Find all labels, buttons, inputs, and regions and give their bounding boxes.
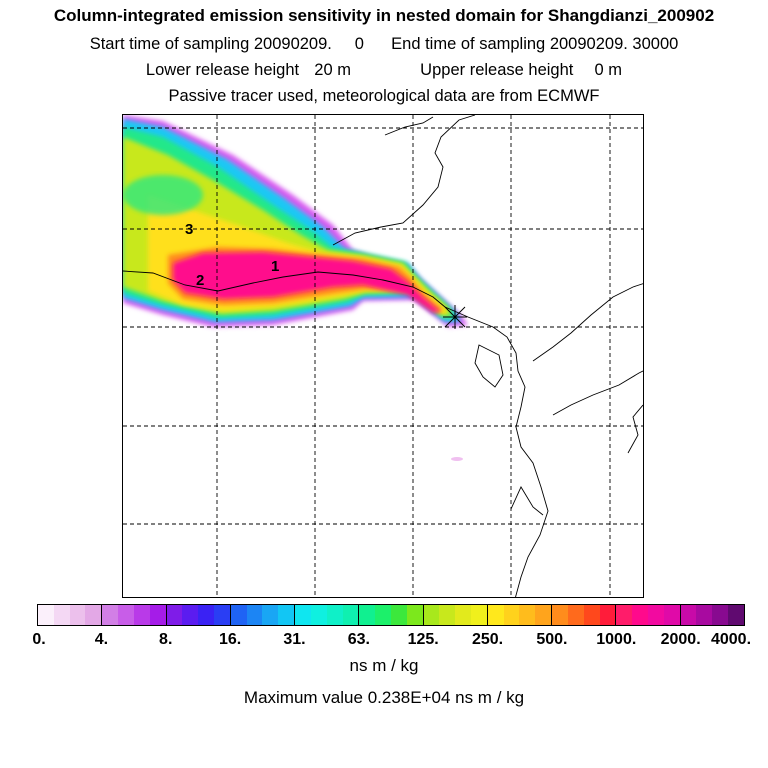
colorbar-bin bbox=[101, 605, 166, 625]
colorbar-tick-label: 500. bbox=[536, 631, 568, 648]
colorbar-swatch bbox=[632, 605, 649, 625]
contour-label-3: 3 bbox=[185, 221, 193, 238]
colorbar-bin bbox=[615, 605, 680, 625]
colorbar-swatch bbox=[712, 605, 729, 625]
colorbar-bin bbox=[679, 605, 744, 625]
colorbar-bin bbox=[294, 605, 359, 625]
colorbar-swatch bbox=[53, 605, 70, 625]
colorbar-bin bbox=[358, 605, 423, 625]
sensitivity-map: 1 2 3 bbox=[122, 114, 644, 598]
colorbar-swatch bbox=[535, 605, 552, 625]
colorbar-swatch bbox=[359, 605, 376, 625]
colorbar-tick-label: 4. bbox=[94, 631, 109, 648]
colorbar-swatch bbox=[246, 605, 263, 625]
contour-label-2: 2 bbox=[196, 272, 204, 289]
contour-label-1: 1 bbox=[271, 258, 279, 275]
start-time-label: Start time of sampling bbox=[89, 35, 250, 53]
colorbar-swatch bbox=[182, 605, 199, 625]
colorbar-swatch bbox=[326, 605, 343, 625]
colorbar-bin bbox=[38, 605, 102, 625]
colorbar-tick-label: 250. bbox=[471, 631, 504, 648]
colorbar-swatch bbox=[69, 605, 86, 625]
max-value-line: Maximum value 0.238E+04 ns m / kg bbox=[0, 688, 768, 708]
colorbar-swatch bbox=[198, 605, 214, 625]
colorbar-swatch bbox=[599, 605, 616, 625]
colorbar-swatch bbox=[519, 605, 536, 625]
colorbar-swatch bbox=[455, 605, 472, 625]
colorbar-swatch bbox=[118, 605, 134, 625]
lower-release-label: Lower release height bbox=[145, 61, 300, 79]
colorbar-tick-label: 1000. bbox=[596, 631, 637, 648]
colorbar-tick-label: 2000. bbox=[660, 631, 701, 648]
colorbar-tick-label: 16. bbox=[218, 631, 242, 648]
upper-release-value: 0 m bbox=[594, 61, 623, 79]
tracer-note: Passive tracer used, meteorological data… bbox=[168, 87, 600, 105]
colorbar-swatch bbox=[616, 605, 633, 625]
end-time-label: End time of sampling bbox=[391, 35, 546, 53]
upper-release-label: Upper release height bbox=[420, 61, 574, 79]
colorbar-swatch bbox=[295, 605, 311, 625]
colorbar-tick-label: 0. bbox=[32, 631, 46, 648]
colorbar-swatch bbox=[487, 605, 504, 625]
receptor-marker bbox=[443, 305, 467, 329]
colorbar-swatch bbox=[663, 605, 680, 625]
sampling-line: Start time of sampling 20090209. 0 End t… bbox=[0, 35, 768, 54]
colorbar-swatch bbox=[85, 605, 102, 625]
colorbar-swatch bbox=[166, 605, 183, 625]
max-value: 0.238E+04 ns m / kg bbox=[367, 688, 525, 707]
release-line: Lower release height 20 m Upper release … bbox=[0, 61, 768, 80]
colorbar-swatch bbox=[102, 605, 119, 625]
colorbar-swatch bbox=[149, 605, 166, 625]
colorbar-swatch bbox=[262, 605, 279, 625]
colorbar-swatch bbox=[375, 605, 391, 625]
colorbar-bin bbox=[229, 605, 295, 625]
colorbar-swatch bbox=[471, 605, 487, 625]
colorbar-bin bbox=[486, 605, 552, 625]
colorbar-swatch bbox=[278, 605, 295, 625]
colorbar-swatch bbox=[310, 605, 327, 625]
colorbar-swatch bbox=[423, 605, 440, 625]
colorbar-swatch bbox=[503, 605, 520, 625]
colorbar-bin bbox=[165, 605, 230, 625]
colorbar-swatch bbox=[696, 605, 713, 625]
colorbar-swatch bbox=[406, 605, 423, 625]
colorbar-swatch bbox=[230, 605, 247, 625]
start-time-value: 20090209. 0 bbox=[253, 35, 364, 53]
colorbar-swatch bbox=[38, 605, 54, 625]
colorbar-swatch bbox=[728, 605, 744, 625]
coastlines-borders bbox=[123, 115, 643, 597]
colorbar-tick-label: 8. bbox=[159, 631, 173, 648]
grid-lines bbox=[123, 115, 643, 597]
figure-title: Column-integrated emission sensitivity i… bbox=[53, 6, 715, 25]
colorbar-tick-label: 63. bbox=[347, 631, 370, 648]
lower-release-value: 20 m bbox=[314, 61, 351, 79]
colorbar-swatch bbox=[680, 605, 697, 625]
colorbar-tick-label: 125. bbox=[407, 631, 439, 648]
colorbar-tick-label: 31. bbox=[283, 631, 306, 648]
colorbar-tick-label: 4000. bbox=[710, 631, 752, 648]
sensitivity-plume bbox=[123, 115, 468, 461]
colorbar-swatch bbox=[583, 605, 600, 625]
colorbar-swatch bbox=[567, 605, 584, 625]
colorbar-swatch bbox=[342, 605, 359, 625]
colorbar-bin bbox=[422, 605, 487, 625]
colorbar-swatch bbox=[390, 605, 407, 625]
colorbar-swatch bbox=[648, 605, 664, 625]
colorbar-swatch bbox=[133, 605, 150, 625]
end-time-value: 20090209. 30000 bbox=[549, 35, 679, 53]
colorbar-swatch bbox=[439, 605, 456, 625]
colorbar-swatch bbox=[552, 605, 568, 625]
colorbar-bin bbox=[551, 605, 616, 625]
colorbar-swatch bbox=[213, 605, 230, 625]
colorbar bbox=[37, 604, 745, 626]
max-value-label: Maximum value bbox=[243, 688, 363, 707]
units-label: ns m / kg bbox=[349, 656, 419, 675]
